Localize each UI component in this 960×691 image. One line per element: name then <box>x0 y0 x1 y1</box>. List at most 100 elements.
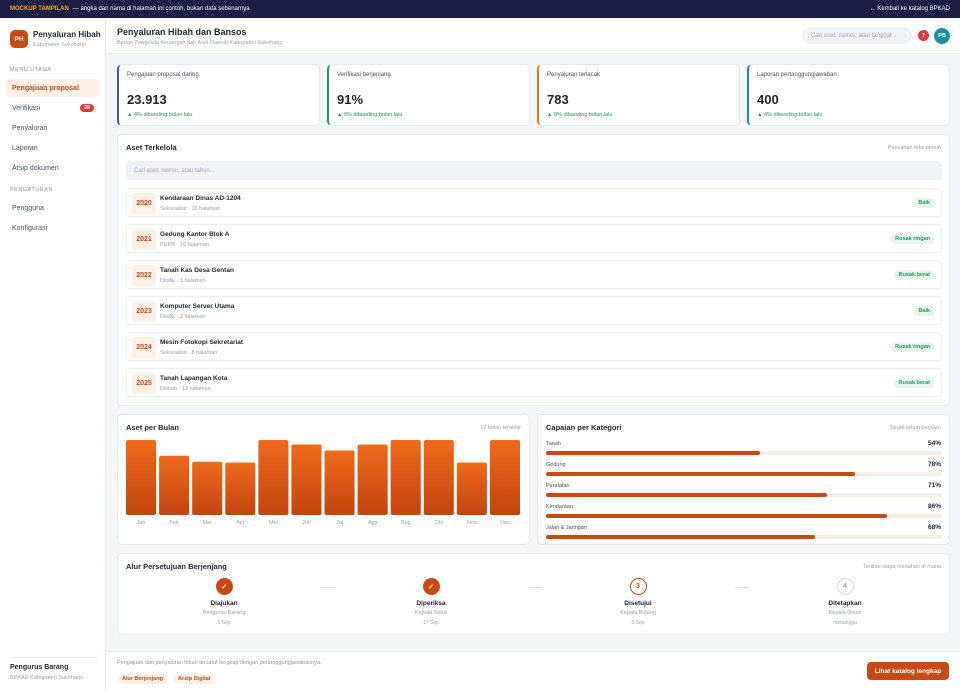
page-footer: Pengajuan dan penyaluran hibah tercatat … <box>106 651 960 691</box>
progress-fill <box>546 493 828 497</box>
stat-delta: ▲ 8% dibanding bulan lalu <box>547 112 613 118</box>
avatar[interactable]: PB <box>934 28 950 44</box>
progress-track <box>546 535 942 539</box>
settings-label: PENGATURAN <box>10 187 53 193</box>
asset-name: Komputer Server Utama <box>160 303 235 310</box>
global-search-input[interactable]: Cari aset, nomor, atau tanggal... <box>802 27 912 44</box>
sidebar-item-pengajuan-proposal[interactable]: Pengajuan proposal <box>6 79 100 97</box>
stat-card-proposal: Pengajuan proposal daring 23.913 ▲ 4% di… <box>117 64 320 126</box>
asset-year: 2024 <box>132 337 156 358</box>
list-item[interactable]: 2023 Komputer Server Utama Disdik · 2 ha… <box>126 296 942 325</box>
step-number-badge: 4 <box>836 578 854 595</box>
sidebar-item-label: Pengajuan proposal <box>12 84 79 92</box>
sidebar-item-label: Penyaluran <box>12 124 48 132</box>
sidebar-item-label: Arsip dokumen <box>12 164 59 172</box>
x-tick-label: Ags <box>368 520 378 526</box>
category-label: Jalan & Jaringan <box>546 525 587 531</box>
verifikasi-count-badge: 39 <box>79 104 94 112</box>
sidebar-item-arsip-dokumen[interactable]: Arsip dokumen <box>6 159 100 177</box>
category-hint: Target tahun berjalan <box>889 425 941 431</box>
sidebar-item-laporan[interactable]: Laporan <box>6 139 100 157</box>
bar-mei <box>258 440 289 515</box>
stat-value: 23.913 <box>127 92 167 107</box>
mockup-tag: MOCKUP TAMPILAN <box>10 6 69 12</box>
step-date: 5 Sep <box>631 620 645 626</box>
list-item[interactable]: 2022 Tanah Kas Desa Gentan Disdik · 3 ha… <box>126 260 942 289</box>
asset-year: 2025 <box>132 373 156 394</box>
sidebar-item-konfigurasi[interactable]: Konfigurasi <box>6 219 100 237</box>
asset-name: Tanah Kas Desa Gentan <box>160 267 234 274</box>
bar-mar <box>192 461 223 515</box>
step-connector <box>321 587 335 588</box>
app-name: Penyaluran Hibah <box>33 30 101 39</box>
status-badge: Rusak berat <box>893 378 935 388</box>
x-tick-label: Apr <box>236 520 245 526</box>
sidebar-item-penyaluran[interactable]: Penyaluran <box>6 119 100 137</box>
progress-fill <box>546 472 855 476</box>
step-date: 1 Sep <box>217 620 231 626</box>
x-tick-label: Okt <box>435 520 444 526</box>
user-org: BPKAD Kabupaten Sukoharjo <box>10 675 84 681</box>
bar-okt <box>423 440 454 515</box>
list-item[interactable]: 2025 Tanah Lapangan Kota Dishub · 12 hal… <box>126 368 942 397</box>
asset-search-input[interactable]: Cari aset, nomor, atau tahun... <box>126 161 942 180</box>
asset-year: 2020 <box>132 193 156 214</box>
step-role: Pengurus Barang <box>202 610 246 616</box>
bar-chart: Jan Feb Mar Apr Mei Jun Jul Ags Sep Okt Nov Des <box>126 440 520 526</box>
app-logo: PH <box>10 30 28 48</box>
stat-value: 783 <box>547 92 569 107</box>
category-label: Peralatan <box>546 483 570 489</box>
view-catalog-button[interactable]: Lihat katalog lengkap <box>867 662 949 680</box>
x-tick-label: Nov <box>467 520 477 526</box>
step-role: Kepala Seksi <box>414 610 448 616</box>
step-role: Kepala Bidang <box>620 610 656 616</box>
progress-track <box>546 472 942 476</box>
progress-track <box>546 514 942 518</box>
asset-list-title: Aset Terkelola <box>126 143 177 152</box>
list-item[interactable]: 2024 Mesin Fotokopi Sekretariat Sekretar… <box>126 332 942 361</box>
stat-card-verifikasi: Verifikasi berjenjang 91% ▲ 8% dibanding… <box>327 64 530 126</box>
approval-step-ditetapkan: 4 Ditetapkan Kepala Dinas menunggu <box>785 578 905 626</box>
step-name: Diajukan <box>210 600 238 607</box>
progress-track <box>546 493 942 497</box>
category-percent: 68% <box>927 524 941 531</box>
stat-delta: ▲ 4% dibanding bulan lalu <box>757 112 823 118</box>
category-title: Capaian per Kategori <box>546 423 622 432</box>
back-to-catalog-link[interactable]: ← Kembali ke katalog BPKAD <box>869 6 950 12</box>
asset-name: Kendaraan Dinas AD-1204 <box>160 195 241 202</box>
approval-title: Alur Persetujuan Berjenjang <box>126 562 227 571</box>
progress-fill <box>546 535 816 539</box>
progress-track <box>546 451 942 455</box>
step-connector <box>735 587 749 588</box>
bar-chart-card: Aset per Bulan 12 bulan terakhir Jan Feb M… <box>117 414 530 545</box>
notification-icon[interactable]: 7 <box>918 30 929 41</box>
sidebar-item-label: Laporan <box>12 144 38 152</box>
step-name: Ditetapkan <box>828 600 862 607</box>
list-item[interactable]: 2020 Kendaraan Dinas AD-1204 Sekretariat… <box>126 188 942 217</box>
list-item[interactable]: 2021 Gedung Kantor Blok A PUPR · 16 hala… <box>126 224 942 253</box>
bar-apr <box>225 462 256 515</box>
mockup-notice: MOCKUP TAMPILAN — angka dan nama di halam… <box>10 6 250 12</box>
page-title: Penyaluran Hibah dan Bansos <box>117 27 247 37</box>
bar-jul <box>324 450 355 515</box>
asset-name: Gedung Kantor Blok A <box>160 231 230 238</box>
stat-value: 91% <box>337 92 364 107</box>
asset-name: Mesin Fotokopi Sekretariat <box>160 339 244 346</box>
bar-feb <box>159 455 190 515</box>
asset-meta: Dishub · 12 halaman <box>160 386 211 392</box>
asset-meta: Sekretariat · 8 halaman <box>160 350 218 356</box>
x-tick-label: Mar <box>202 520 212 526</box>
sidebar-item-pengguna[interactable]: Pengguna <box>6 199 100 217</box>
x-tick-label: Sep <box>401 520 411 526</box>
asset-meta: Disdik · 2 halaman <box>160 314 206 320</box>
bar-sep <box>390 440 421 515</box>
x-tick-label: Des <box>500 520 510 526</box>
approval-step-diperiksa: ✓ Diperiksa Kepala Seksi 17 Sep <box>371 578 491 626</box>
mockup-banner: MOCKUP TAMPILAN — angka dan nama di halam… <box>0 0 960 18</box>
brand: PH Penyaluran Hibah Kabupaten Sukoharjo <box>10 30 101 48</box>
asset-meta: Sekretariat · 16 halaman <box>160 206 221 212</box>
category-percent: 86% <box>927 503 941 510</box>
sidebar-item-verifikasi[interactable]: Verifikasi 39 <box>6 99 100 117</box>
footer-tag: Alur Berjenjang <box>117 674 168 684</box>
app-region: Kabupaten Sukoharjo <box>33 42 86 48</box>
